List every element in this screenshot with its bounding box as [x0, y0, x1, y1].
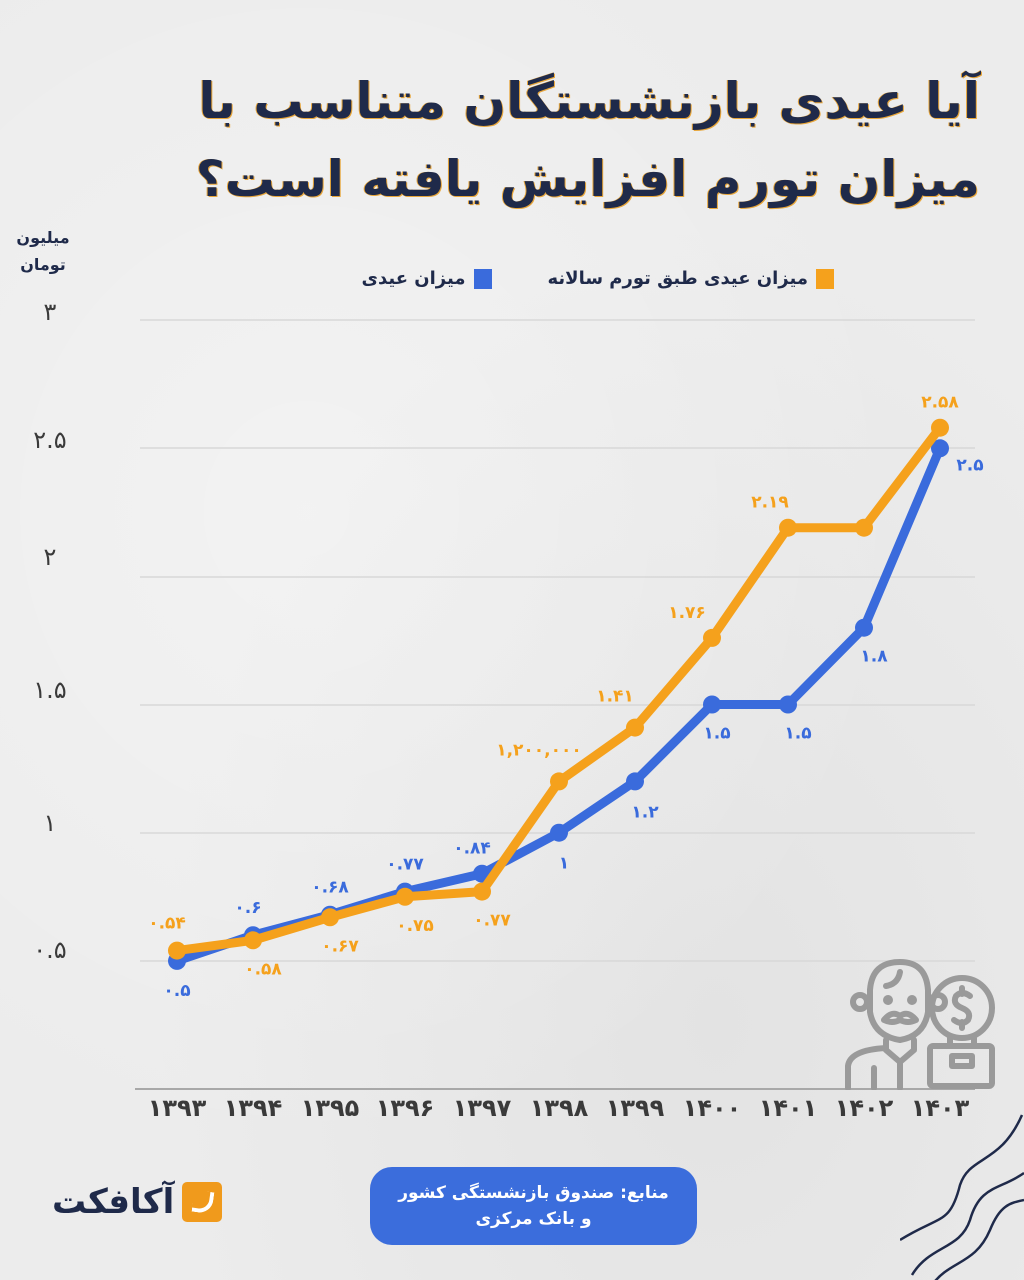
x-tick: ۱۳۹۸ [529, 1094, 589, 1122]
y-tick: ۰.۵ [33, 936, 67, 964]
data-label: ۲.۵۸ [921, 393, 959, 413]
y-unit-line-1: میلیون [16, 228, 70, 247]
x-tick: ۱۳۹۹ [605, 1094, 665, 1122]
series-inflation [168, 418, 949, 960]
gridlines [140, 319, 975, 962]
legend-label-actual: میزان عیدی [361, 268, 466, 289]
data-label: ۱.۲ [631, 802, 659, 822]
legend-swatch-blue-icon [473, 268, 492, 289]
data-label: ۰.۷۵ [396, 916, 434, 936]
data-label: ۰.۷۷ [386, 855, 424, 875]
data-point [626, 772, 644, 791]
data-label: ۰.۶ [234, 898, 261, 918]
x-tick: ۱۳۹۴ [223, 1094, 283, 1122]
legend-item-actual: میزان عیدی [361, 268, 492, 289]
data-point [321, 908, 339, 927]
y-unit-line-2: تومان [20, 255, 66, 274]
brand-logo: آکافکت [52, 1182, 223, 1222]
data-label: ۲.۱۹ [751, 493, 789, 513]
data-point [244, 931, 262, 950]
line-chart: ۰.۵ ۰.۶ ۰.۶۸ ۰.۷۷ ۰.۸۴ ۱ ۱.۲ ۱.۵ ۱.۵ ۱.۸ ۲.۵ ۰.۵۴ ۰.… [135, 319, 984, 1090]
source-line-2: و بانک مرکزی [475, 1209, 592, 1229]
chart-title: آیا عیدی بازنشستگان متناسب با میزان تورم… [80, 62, 980, 218]
data-label: ۰.۵ [163, 981, 190, 1001]
data-point [168, 941, 186, 960]
data-point [779, 695, 797, 714]
data-point [855, 518, 873, 537]
x-tick: ۱۴۰۳ [910, 1094, 970, 1122]
x-tick: ۱۳۹۷ [452, 1094, 512, 1122]
data-label: ۱.۵ [784, 724, 811, 744]
x-tick: ۱۴۰۱ [758, 1094, 818, 1122]
y-tick: ۳ [43, 298, 57, 326]
data-label: ۰.۵۴ [148, 914, 186, 934]
data-label: ۰.۵۸ [244, 959, 282, 979]
y-tick: ۱.۵ [33, 676, 67, 704]
source-box: منابع: صندوق بازنشستگی کشور و بانک مرکزی [370, 1167, 697, 1245]
data-point [550, 823, 568, 842]
data-label: ۱ [559, 854, 569, 874]
data-label: ۰.۶۷ [321, 936, 359, 956]
logo-text: آکافکت [52, 1182, 175, 1222]
data-label: ۲.۵ [956, 455, 983, 475]
legend-item-inflation: میزان عیدی طبق تورم سالانه [547, 268, 834, 289]
x-tick: ۱۳۹۶ [375, 1094, 435, 1122]
data-point [703, 628, 721, 647]
logo-mark-icon [182, 1182, 223, 1222]
title-line-2: میزان تورم افزایش یافته است؟ [195, 150, 980, 208]
data-point [473, 882, 491, 901]
y-tick: ۱ [43, 809, 57, 837]
pensioner-with-money-icon [845, 959, 995, 1090]
y-tick: ۲ [43, 543, 57, 571]
decorative-waves-icon [900, 1114, 1024, 1280]
data-point [855, 618, 873, 637]
data-point [931, 418, 949, 437]
data-label: ۱,۲۰۰,۰۰۰ [496, 740, 582, 760]
legend-label-inflation: میزان عیدی طبق تورم سالانه [547, 268, 809, 289]
title-line-1: آیا عیدی بازنشستگان متناسب با [198, 72, 980, 130]
data-label: ۱.۷۶ [668, 603, 706, 623]
data-point [931, 439, 949, 458]
x-tick: ۱۳۹۵ [300, 1094, 360, 1122]
data-point [779, 518, 797, 537]
data-label: ۰.۶۸ [311, 878, 349, 898]
data-point [550, 772, 568, 791]
data-point [703, 695, 721, 714]
data-label: ۱.۵ [703, 724, 730, 744]
data-label: ۱.۸ [860, 647, 888, 667]
x-tick: ۱۳۹۳ [147, 1094, 207, 1122]
data-labels: ۰.۵ ۰.۶ ۰.۶۸ ۰.۷۷ ۰.۸۴ ۱ ۱.۲ ۱.۵ ۱.۵ ۱.۸ ۲.۵ ۰.۵۴ ۰.… [148, 393, 983, 1001]
x-tick: ۱۴۰۲ [834, 1094, 894, 1122]
data-label: ۰.۸۴ [453, 839, 491, 859]
y-axis-unit: میلیون تومان [8, 224, 78, 278]
data-label: ۱.۴۱ [596, 687, 634, 707]
legend-swatch-orange-icon [816, 268, 834, 289]
x-tick: ۱۴۰۰ [682, 1094, 742, 1122]
data-point [626, 718, 644, 737]
source-line-1: منابع: صندوق بازنشستگی کشور [398, 1183, 669, 1203]
y-tick: ۲.۵ [33, 426, 67, 454]
legend: میزان عیدی طبق تورم سالانه میزان عیدی [361, 268, 834, 289]
data-point [396, 887, 414, 906]
data-label: ۰.۷۷ [473, 911, 511, 931]
